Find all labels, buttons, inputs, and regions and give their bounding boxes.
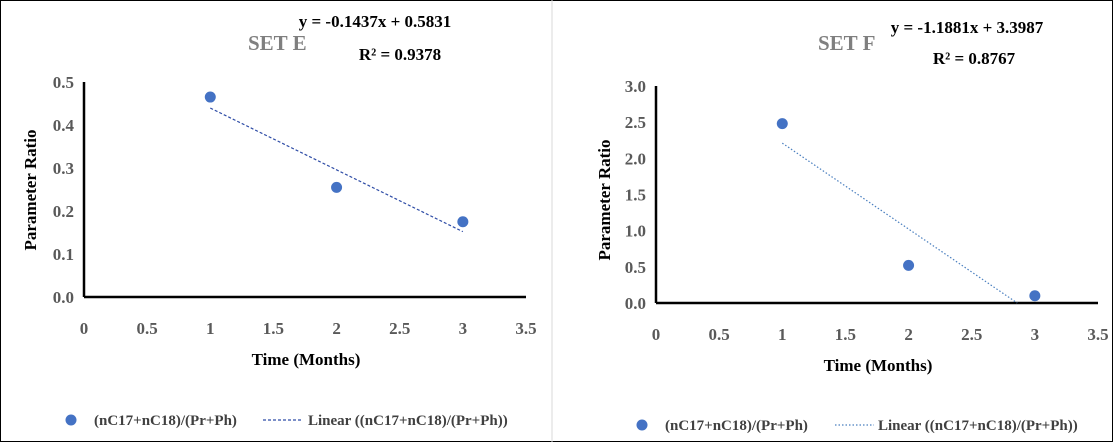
- x-tick-label: 0: [652, 325, 661, 344]
- x-tick-label: 2.5: [961, 325, 982, 344]
- y-tick-label: 0.5: [625, 258, 646, 277]
- trendline: [210, 107, 464, 233]
- trendline-equation: y = -0.1437x + 0.5831: [299, 12, 452, 31]
- data-point: [204, 91, 216, 103]
- data-point: [1029, 290, 1041, 302]
- x-tick-label: 2.5: [389, 319, 410, 338]
- y-tick-label: 1.5: [625, 186, 646, 205]
- legend-series-label: (nC17+nC18)/(Pr+Ph): [94, 413, 237, 429]
- x-tick-label: 2: [904, 325, 913, 344]
- legend-marker: [636, 419, 648, 431]
- data-point: [331, 181, 343, 193]
- y-tick-label: 3.0: [625, 77, 646, 96]
- x-tick-label: 2: [332, 319, 341, 338]
- legend-trend-label: Linear ((nC17+nC18)/(Pr+Ph)): [308, 413, 508, 429]
- y-tick-label: 0.2: [53, 202, 74, 221]
- x-tick-label: 0: [80, 319, 89, 338]
- data-point: [776, 118, 788, 130]
- y-tick-label: 1.0: [625, 222, 646, 241]
- chart-title: SET F: [818, 31, 875, 55]
- chart-title: SET E: [248, 31, 307, 55]
- legend-marker: [65, 414, 77, 426]
- x-tick-label: 3: [459, 319, 468, 338]
- y-tick-label: 0.5: [53, 73, 74, 92]
- trendline-equation: y = -1.1881x + 3.3987: [891, 18, 1044, 37]
- y-tick-label: 0.1: [53, 245, 74, 264]
- data-points: [204, 91, 469, 228]
- y-tick-label: 0.0: [53, 288, 74, 307]
- y-tick-label: 2.0: [625, 149, 646, 168]
- legend-trend-label: Linear ((nC17+nC18)/(Pr+Ph)): [878, 418, 1078, 434]
- y-axis-title: Parameter Ratio: [595, 140, 614, 261]
- y-tick-label: 0.0: [625, 294, 646, 313]
- x-tick-label: 0.5: [709, 325, 730, 344]
- trendline-group: [210, 107, 464, 233]
- legend-series-label: (nC17+nC18)/(Pr+Ph): [665, 418, 808, 434]
- data-point: [457, 216, 469, 228]
- y-axis-title: Parameter Ratio: [21, 130, 40, 251]
- x-tick-label: 1: [206, 319, 215, 338]
- data-points: [776, 118, 1041, 302]
- chart-set-f: SET F y = -1.1881x + 3.3987 R² = 0.8767 …: [595, 18, 1109, 434]
- data-point: [903, 259, 915, 271]
- x-axis-title: Time (Months): [252, 350, 361, 369]
- legend: (nC17+nC18)/(Pr+Ph) Linear ((nC17+nC18)/…: [65, 413, 508, 429]
- y-tick-label: 0.3: [53, 159, 74, 178]
- x-tick-labels: 0 0.5 1 1.5 2 2.5 3 3.5: [80, 319, 537, 338]
- chart-set-e: SET E y = -0.1437x + 0.5831 R² = 0.9378 …: [21, 12, 537, 429]
- y-tick-labels: 0.0 0.5 1.0 1.5 2.0 2.5 3.0: [625, 77, 646, 313]
- x-tick-label: 1: [778, 325, 787, 344]
- legend: (nC17+nC18)/(Pr+Ph) Linear ((nC17+nC18)/…: [636, 418, 1078, 434]
- x-tick-label: 3.5: [515, 319, 536, 338]
- y-tick-labels: 0.0 0.1 0.2 0.3 0.4 0.5: [53, 73, 75, 307]
- x-tick-label: 3.5: [1087, 325, 1108, 344]
- x-tick-label: 1.5: [835, 325, 856, 344]
- x-tick-labels: 0 0.5 1 1.5 2 2.5 3 3.5: [652, 325, 1109, 344]
- x-tick-label: 3: [1031, 325, 1040, 344]
- x-tick-label: 0.5: [137, 319, 158, 338]
- x-tick-label: 1.5: [263, 319, 284, 338]
- x-axis-title: Time (Months): [824, 356, 933, 375]
- trendline-r-squared: R² = 0.9378: [359, 45, 441, 64]
- y-tick-label: 2.5: [625, 113, 646, 132]
- y-tick-label: 0.4: [53, 116, 75, 135]
- trendline-r-squared: R² = 0.8767: [933, 49, 1016, 68]
